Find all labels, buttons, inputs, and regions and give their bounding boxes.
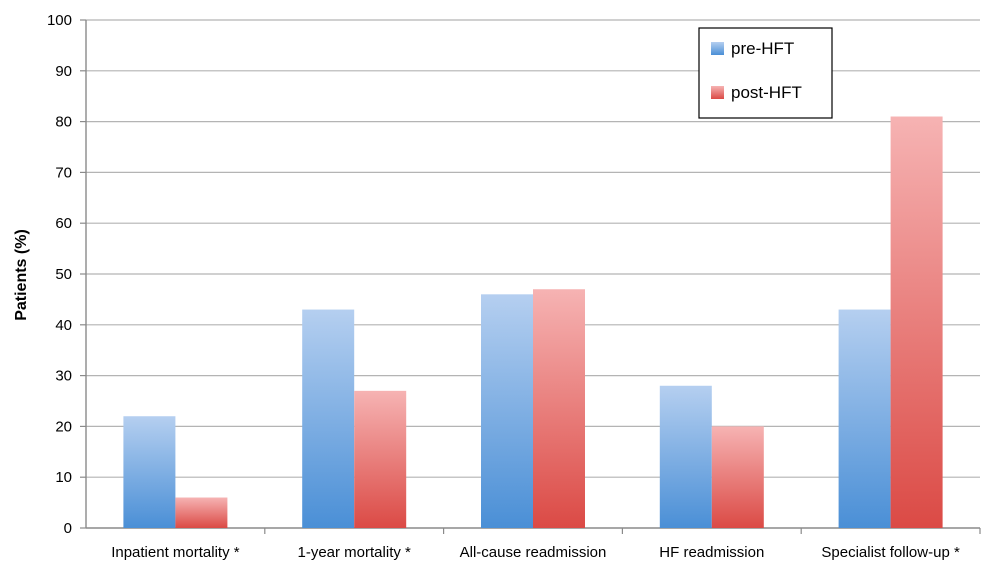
y-tick-label: 20 (55, 418, 72, 435)
x-category-label: Specialist follow-up * (821, 544, 960, 561)
y-tick-label: 80 (55, 114, 72, 131)
axis-labels: 0 10 20 30 40 50 60 70 80 90 100 Inpatient mortalit… (47, 12, 960, 561)
bar-post-3 (711, 426, 764, 528)
y-axis-title: Patients (%) (13, 229, 30, 321)
y-tick-label: 40 (55, 317, 72, 334)
bar-post-2 (533, 289, 585, 528)
y-tick-label: 10 (55, 469, 72, 486)
y-tick-label: 0 (64, 520, 72, 537)
x-category-label: 1-year mortality * (298, 544, 412, 561)
bar-pre-2 (481, 294, 533, 528)
x-category-label: Inpatient mortality * (111, 544, 240, 561)
y-tick-label: 100 (47, 12, 72, 29)
bars (123, 116, 943, 529)
bar-post-0 (175, 497, 228, 528)
legend: pre-HFT post-HFT (698, 27, 833, 119)
y-tick-label: 50 (55, 266, 72, 283)
y-tick-label: 70 (55, 164, 72, 181)
legend-swatch (711, 86, 724, 99)
bar-pre-0 (123, 416, 176, 528)
legend-label: post-HFT (731, 83, 802, 102)
bar-pre-1 (302, 309, 355, 528)
gridlines (86, 19, 980, 478)
bar-post-1 (354, 390, 407, 528)
legend-label: pre-HFT (731, 39, 794, 58)
bar-pre-3 (659, 385, 712, 528)
legend-swatch (711, 42, 724, 55)
y-tick-label: 30 (55, 368, 72, 385)
x-category-label: HF readmission (659, 544, 764, 561)
y-tick-label: 60 (55, 215, 72, 232)
x-category-label: All-cause readmission (460, 544, 607, 561)
bar-post-4 (890, 116, 943, 529)
bar-pre-4 (838, 309, 891, 528)
y-tick-label: 90 (55, 63, 72, 80)
